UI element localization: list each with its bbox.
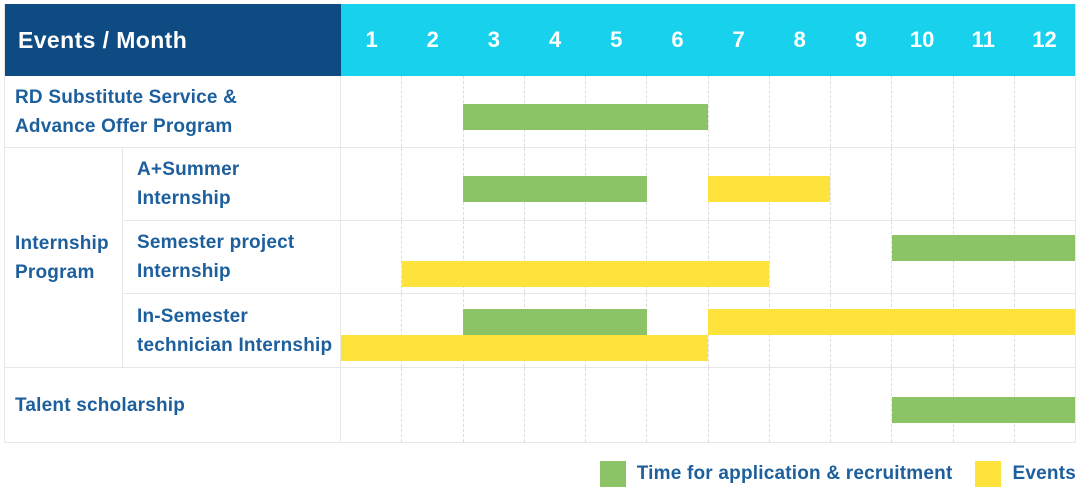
row-timeline-semester-project-internship bbox=[341, 221, 1075, 294]
row-label-line: A+Summer bbox=[137, 159, 240, 180]
legend-label-application: Time for application & recruitment bbox=[636, 463, 953, 484]
month-gridline-column bbox=[768, 368, 830, 442]
row-label-line: Internship bbox=[137, 261, 231, 282]
month-gridline-column bbox=[646, 148, 707, 220]
month-gridline-column bbox=[341, 148, 401, 220]
row-label-rd-substitute-service: RD Substitute Service & Advance Offer Pro… bbox=[5, 76, 341, 148]
legend-label-events: Events bbox=[1012, 463, 1076, 484]
row-label-a-plus-summer-internship: A+Summer Internship bbox=[123, 148, 341, 221]
row-timeline-talent-scholarship bbox=[341, 368, 1075, 443]
month-gridline-column bbox=[1013, 76, 1075, 147]
legend: Time for application & recruitment Event… bbox=[599, 461, 1076, 487]
month-gridline-column bbox=[952, 148, 1014, 220]
month-label-11: 11 bbox=[971, 27, 995, 52]
month-gridline-column bbox=[523, 221, 585, 293]
row-label-semester-project-internship: Semester project Internship bbox=[123, 221, 341, 294]
month-gridline-column bbox=[462, 221, 524, 293]
month-gridline-column bbox=[830, 76, 891, 147]
month-gridline-column bbox=[830, 221, 891, 293]
month-gridline-column bbox=[341, 368, 401, 442]
month-gridline-column bbox=[830, 368, 891, 442]
month-gridline-column bbox=[1013, 148, 1075, 220]
bar-application-months-10-12 bbox=[891, 235, 1075, 261]
bar-events-months-7-12 bbox=[708, 308, 1075, 335]
month-label-5: 5 bbox=[610, 27, 623, 52]
month-label-12: 12 bbox=[1032, 27, 1057, 52]
month-label-6: 6 bbox=[671, 27, 684, 52]
month-gridline-column bbox=[462, 148, 524, 220]
month-gridline-column bbox=[462, 368, 524, 442]
bar-events-months-1-6 bbox=[341, 334, 708, 361]
month-gridline-column bbox=[462, 76, 524, 147]
month-label-9: 9 bbox=[854, 27, 868, 52]
month-gridlines bbox=[341, 76, 1075, 147]
legend-swatch-application-icon bbox=[599, 461, 626, 487]
month-gridline-column bbox=[523, 368, 585, 442]
month-gridline-column bbox=[768, 221, 830, 293]
row-label-line: Talent scholarship bbox=[15, 394, 186, 416]
row-label-line: technician Internship bbox=[137, 334, 333, 356]
month-gridline-column bbox=[585, 221, 646, 293]
month-gridline-column bbox=[341, 221, 401, 293]
month-gridline-column bbox=[891, 76, 952, 147]
table-title: Events / Month bbox=[18, 26, 188, 53]
month-gridline-column bbox=[891, 148, 952, 220]
month-gridline-column bbox=[462, 294, 524, 367]
group-label-line: Program bbox=[15, 261, 95, 283]
row-timeline-rd-substitute-service bbox=[341, 76, 1075, 148]
row-label-line: Semester project bbox=[137, 232, 295, 253]
row-label-line: In-Semester bbox=[137, 305, 248, 327]
events-month-table: Events / Month 1 2 3 4 5 6 7 8 9 10 11 12 Internshi… bbox=[4, 4, 1076, 443]
row-label-talent-scholarship: Talent scholarship bbox=[5, 368, 341, 443]
bar-application-months-3-5 bbox=[463, 176, 647, 202]
row-label-line: Advance Offer Program bbox=[15, 115, 233, 137]
bar-events-months-2-7 bbox=[402, 261, 770, 287]
bar-application-months-3-5 bbox=[463, 308, 647, 335]
row-timeline-in-semester-technician-internship bbox=[341, 294, 1075, 368]
month-label-10: 10 bbox=[909, 27, 935, 52]
table-header-cell: Events / Month bbox=[5, 4, 341, 76]
month-gridline-column bbox=[707, 221, 769, 293]
month-gridline-column bbox=[646, 368, 707, 442]
month-gridline-column bbox=[707, 76, 769, 147]
bar-events-months-7-8 bbox=[708, 176, 831, 202]
month-label-1: 1 bbox=[365, 27, 378, 52]
month-gridline-column bbox=[341, 76, 401, 147]
month-header-row: 1 2 3 4 5 6 7 8 9 10 11 12 bbox=[341, 4, 1075, 76]
month-gridline-column bbox=[707, 368, 769, 442]
month-label-2: 2 bbox=[426, 27, 439, 52]
month-gridline-column bbox=[401, 368, 462, 442]
month-gridline-column bbox=[646, 221, 707, 293]
row-label-in-semester-technician-internship: In-Semester technician Internship bbox=[123, 294, 341, 368]
month-gridline-column bbox=[768, 76, 830, 147]
month-gridline-column bbox=[401, 148, 462, 220]
group-label-line: Internship bbox=[15, 232, 109, 254]
row-timeline-a-plus-summer-internship bbox=[341, 148, 1075, 221]
bar-application-months-10-12 bbox=[891, 397, 1075, 423]
month-label-8: 8 bbox=[793, 27, 806, 52]
month-gridline-column bbox=[585, 368, 646, 442]
month-gridline-column bbox=[401, 294, 462, 367]
month-gridline-column bbox=[401, 76, 462, 147]
row-label-line: Internship bbox=[137, 188, 231, 209]
row-group-internship-program: Internship Program bbox=[5, 148, 123, 368]
month-label-7: 7 bbox=[732, 27, 745, 52]
month-label-4: 4 bbox=[548, 27, 562, 52]
month-gridline-column bbox=[952, 76, 1014, 147]
bar-application-months-3-6 bbox=[463, 103, 708, 130]
legend-swatch-events-icon bbox=[975, 461, 1002, 487]
month-gridline-column bbox=[830, 148, 891, 220]
month-label-3: 3 bbox=[487, 27, 501, 52]
month-gridline-column bbox=[401, 221, 462, 293]
row-label-line: RD Substitute Service & bbox=[15, 86, 238, 108]
